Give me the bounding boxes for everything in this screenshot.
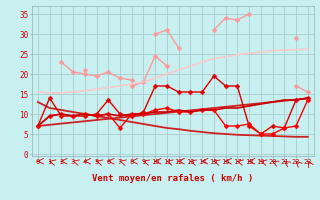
X-axis label: Vent moyen/en rafales ( km/h ): Vent moyen/en rafales ( km/h ) bbox=[92, 174, 253, 183]
